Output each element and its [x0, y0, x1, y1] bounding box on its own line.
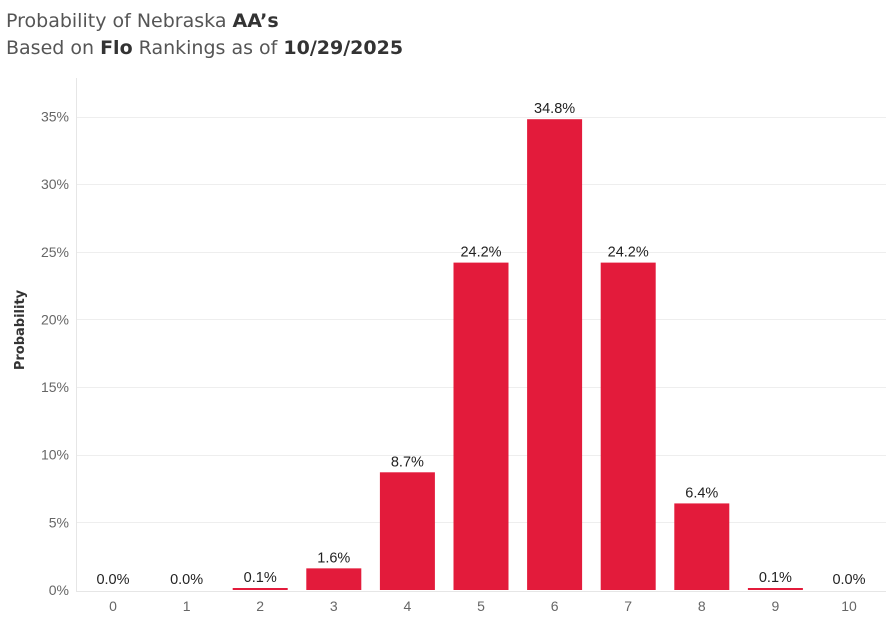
data-label: 1.6%	[317, 550, 350, 566]
subtitle-line: Based on Flo Rankings as of 10/29/2025	[6, 35, 403, 62]
data-label: 8.7%	[391, 454, 424, 470]
data-label: 0.1%	[759, 570, 792, 586]
y-tick-label: 35%	[41, 109, 69, 125]
bar	[379, 472, 435, 590]
y-tick-label: 25%	[41, 244, 69, 260]
y-tick-label: 15%	[41, 379, 69, 395]
y-tick-label: 20%	[41, 311, 69, 327]
subtitle-text-1: Based on	[6, 37, 101, 59]
subtitle-bold-date: 10/29/2025	[283, 37, 404, 59]
x-tick-label: 6	[551, 598, 559, 614]
title-text: Probability of Nebraska	[6, 10, 233, 32]
title-bold-aa: AA’s	[232, 10, 279, 32]
subtitle-text-2: Rankings as of	[132, 37, 284, 59]
y-tick-label: 5%	[49, 514, 69, 530]
x-tick-label: 3	[330, 598, 338, 614]
x-tick-label: 1	[183, 598, 191, 614]
x-tick-label: 0	[109, 598, 117, 614]
x-tick-label: 10	[841, 598, 857, 614]
bar	[232, 588, 288, 590]
bar	[747, 588, 803, 590]
y-tick-label: 30%	[41, 176, 69, 192]
x-tick-label: 8	[698, 598, 706, 614]
data-label: 0.0%	[832, 572, 865, 588]
x-tick-label: 5	[477, 598, 485, 614]
y-tick-label: 10%	[41, 447, 69, 463]
data-label: 0.1%	[244, 570, 277, 586]
title-line-1: Probability of Nebraska AA’s	[6, 8, 403, 35]
data-label: 0.0%	[96, 572, 129, 588]
x-tick-label: 4	[404, 598, 412, 614]
x-tick-label: 9	[772, 598, 780, 614]
data-label: 6.4%	[685, 485, 718, 501]
data-label: 0.0%	[170, 572, 203, 588]
data-label: 34.8%	[534, 101, 575, 117]
data-label: 24.2%	[460, 245, 501, 261]
bar	[600, 262, 656, 590]
x-tick-label: 7	[624, 598, 632, 614]
x-tick-label: 2	[256, 598, 264, 614]
bar	[674, 503, 730, 590]
data-label: 24.2%	[608, 245, 649, 261]
chart-title: Probability of Nebraska AA’s Based on Fl…	[6, 8, 403, 62]
bar	[306, 568, 362, 590]
bar	[527, 119, 583, 590]
y-axis-title: Probability	[13, 289, 28, 370]
y-tick-label: 0%	[49, 582, 69, 598]
subtitle-bold-flo: Flo	[100, 37, 133, 59]
bar	[453, 262, 509, 590]
